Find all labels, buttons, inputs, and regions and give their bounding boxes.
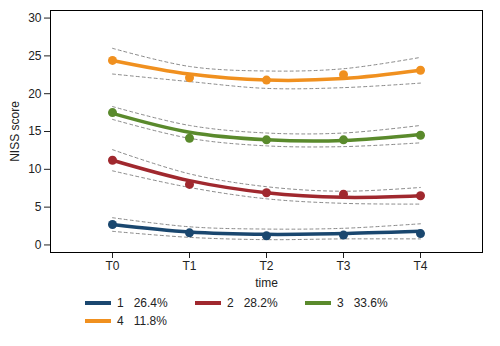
svg-text:T3: T3 [336,259,350,273]
svg-text:25: 25 [28,49,42,63]
svg-text:T1: T1 [182,259,196,273]
html-text:4 11.8%: 4 11.8% [117,314,167,328]
svg-text:5: 5 [35,200,42,214]
html-text:3 33.6%: 3 33.6% [337,296,388,310]
html-text:1 26.4%: 1 26.4% [117,296,168,310]
svg-text:NISS score: NISS score [8,101,22,162]
svg-text:20: 20 [28,87,42,101]
svg-text:T0: T0 [105,259,119,273]
svg-text:30: 30 [28,11,42,25]
svg-text:15: 15 [28,124,42,138]
svg-text:10: 10 [28,162,42,176]
svg-text:T2: T2 [259,259,273,273]
svg-text:time: time [255,276,278,290]
svg-text:0: 0 [35,238,42,252]
html-text:2 28.2%: 2 28.2% [227,296,278,310]
svg-text:T4: T4 [413,259,427,273]
